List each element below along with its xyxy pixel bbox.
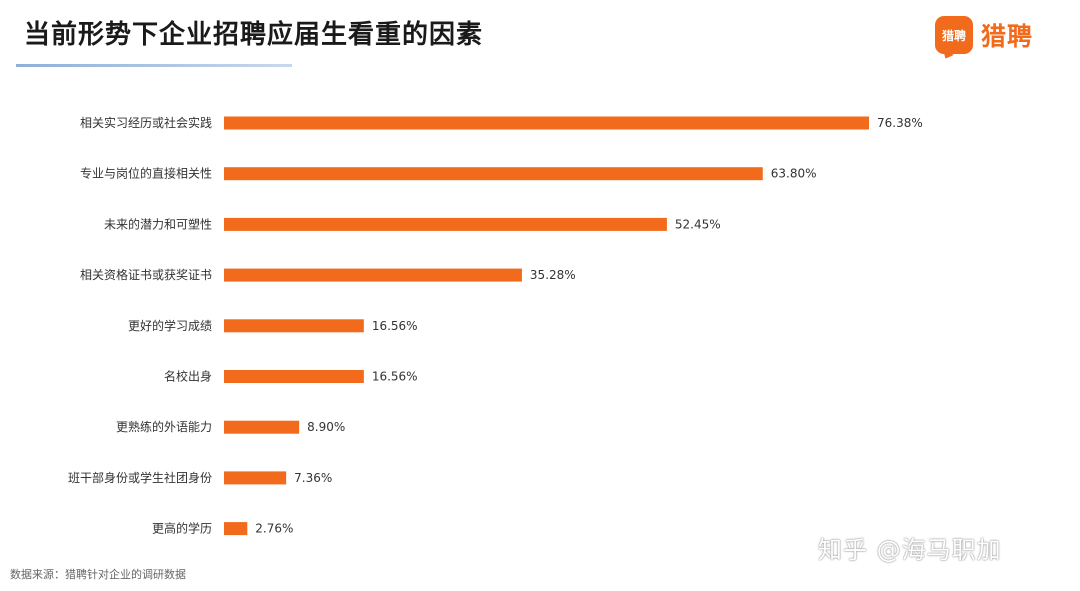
category-label: 相关资格证书或获奖证书 (80, 267, 212, 282)
value-label: 16.56% (372, 319, 418, 333)
category-label: 相关实习经历或社会实践 (80, 115, 212, 130)
value-label: 7.36% (294, 471, 332, 485)
value-label: 16.56% (372, 370, 418, 384)
title-underline (16, 64, 292, 67)
value-label: 8.90% (307, 420, 345, 434)
value-label: 52.45% (675, 217, 721, 231)
value-label: 35.28% (530, 268, 576, 282)
category-label: 未来的潜力和可塑性 (104, 216, 212, 231)
brand-name: 猎聘 (981, 22, 1034, 51)
value-label: 63.80% (771, 167, 817, 181)
value-label: 76.38% (877, 116, 923, 130)
category-label: 班干部身份或学生社团身份 (68, 470, 212, 485)
brand-logo: 猎聘 猎聘 (935, 16, 1033, 54)
category-label: 更熟练的外语能力 (116, 419, 212, 434)
category-label: 更好的学习成绩 (128, 318, 212, 333)
bar (224, 268, 522, 282)
bar (224, 116, 869, 130)
bar (224, 471, 287, 485)
category-label: 更高的学历 (152, 521, 212, 536)
bar (224, 370, 364, 383)
category-label: 专业与岗位的直接相关性 (80, 166, 212, 181)
bar (224, 217, 667, 231)
source-note: 数据来源：猎聘针对企业的调研数据 (10, 568, 186, 581)
watermark: 知乎 @海马职加 (818, 536, 1002, 564)
bar (224, 420, 300, 434)
bar (224, 167, 763, 181)
category-label: 名校出身 (164, 369, 212, 384)
value-label: 2.76% (255, 522, 293, 536)
bar (224, 522, 248, 536)
page-title: 当前形势下企业招聘应届生看重的因素 (24, 20, 484, 50)
brand-logo-icon: 猎聘 (935, 16, 973, 54)
bar (224, 319, 364, 333)
